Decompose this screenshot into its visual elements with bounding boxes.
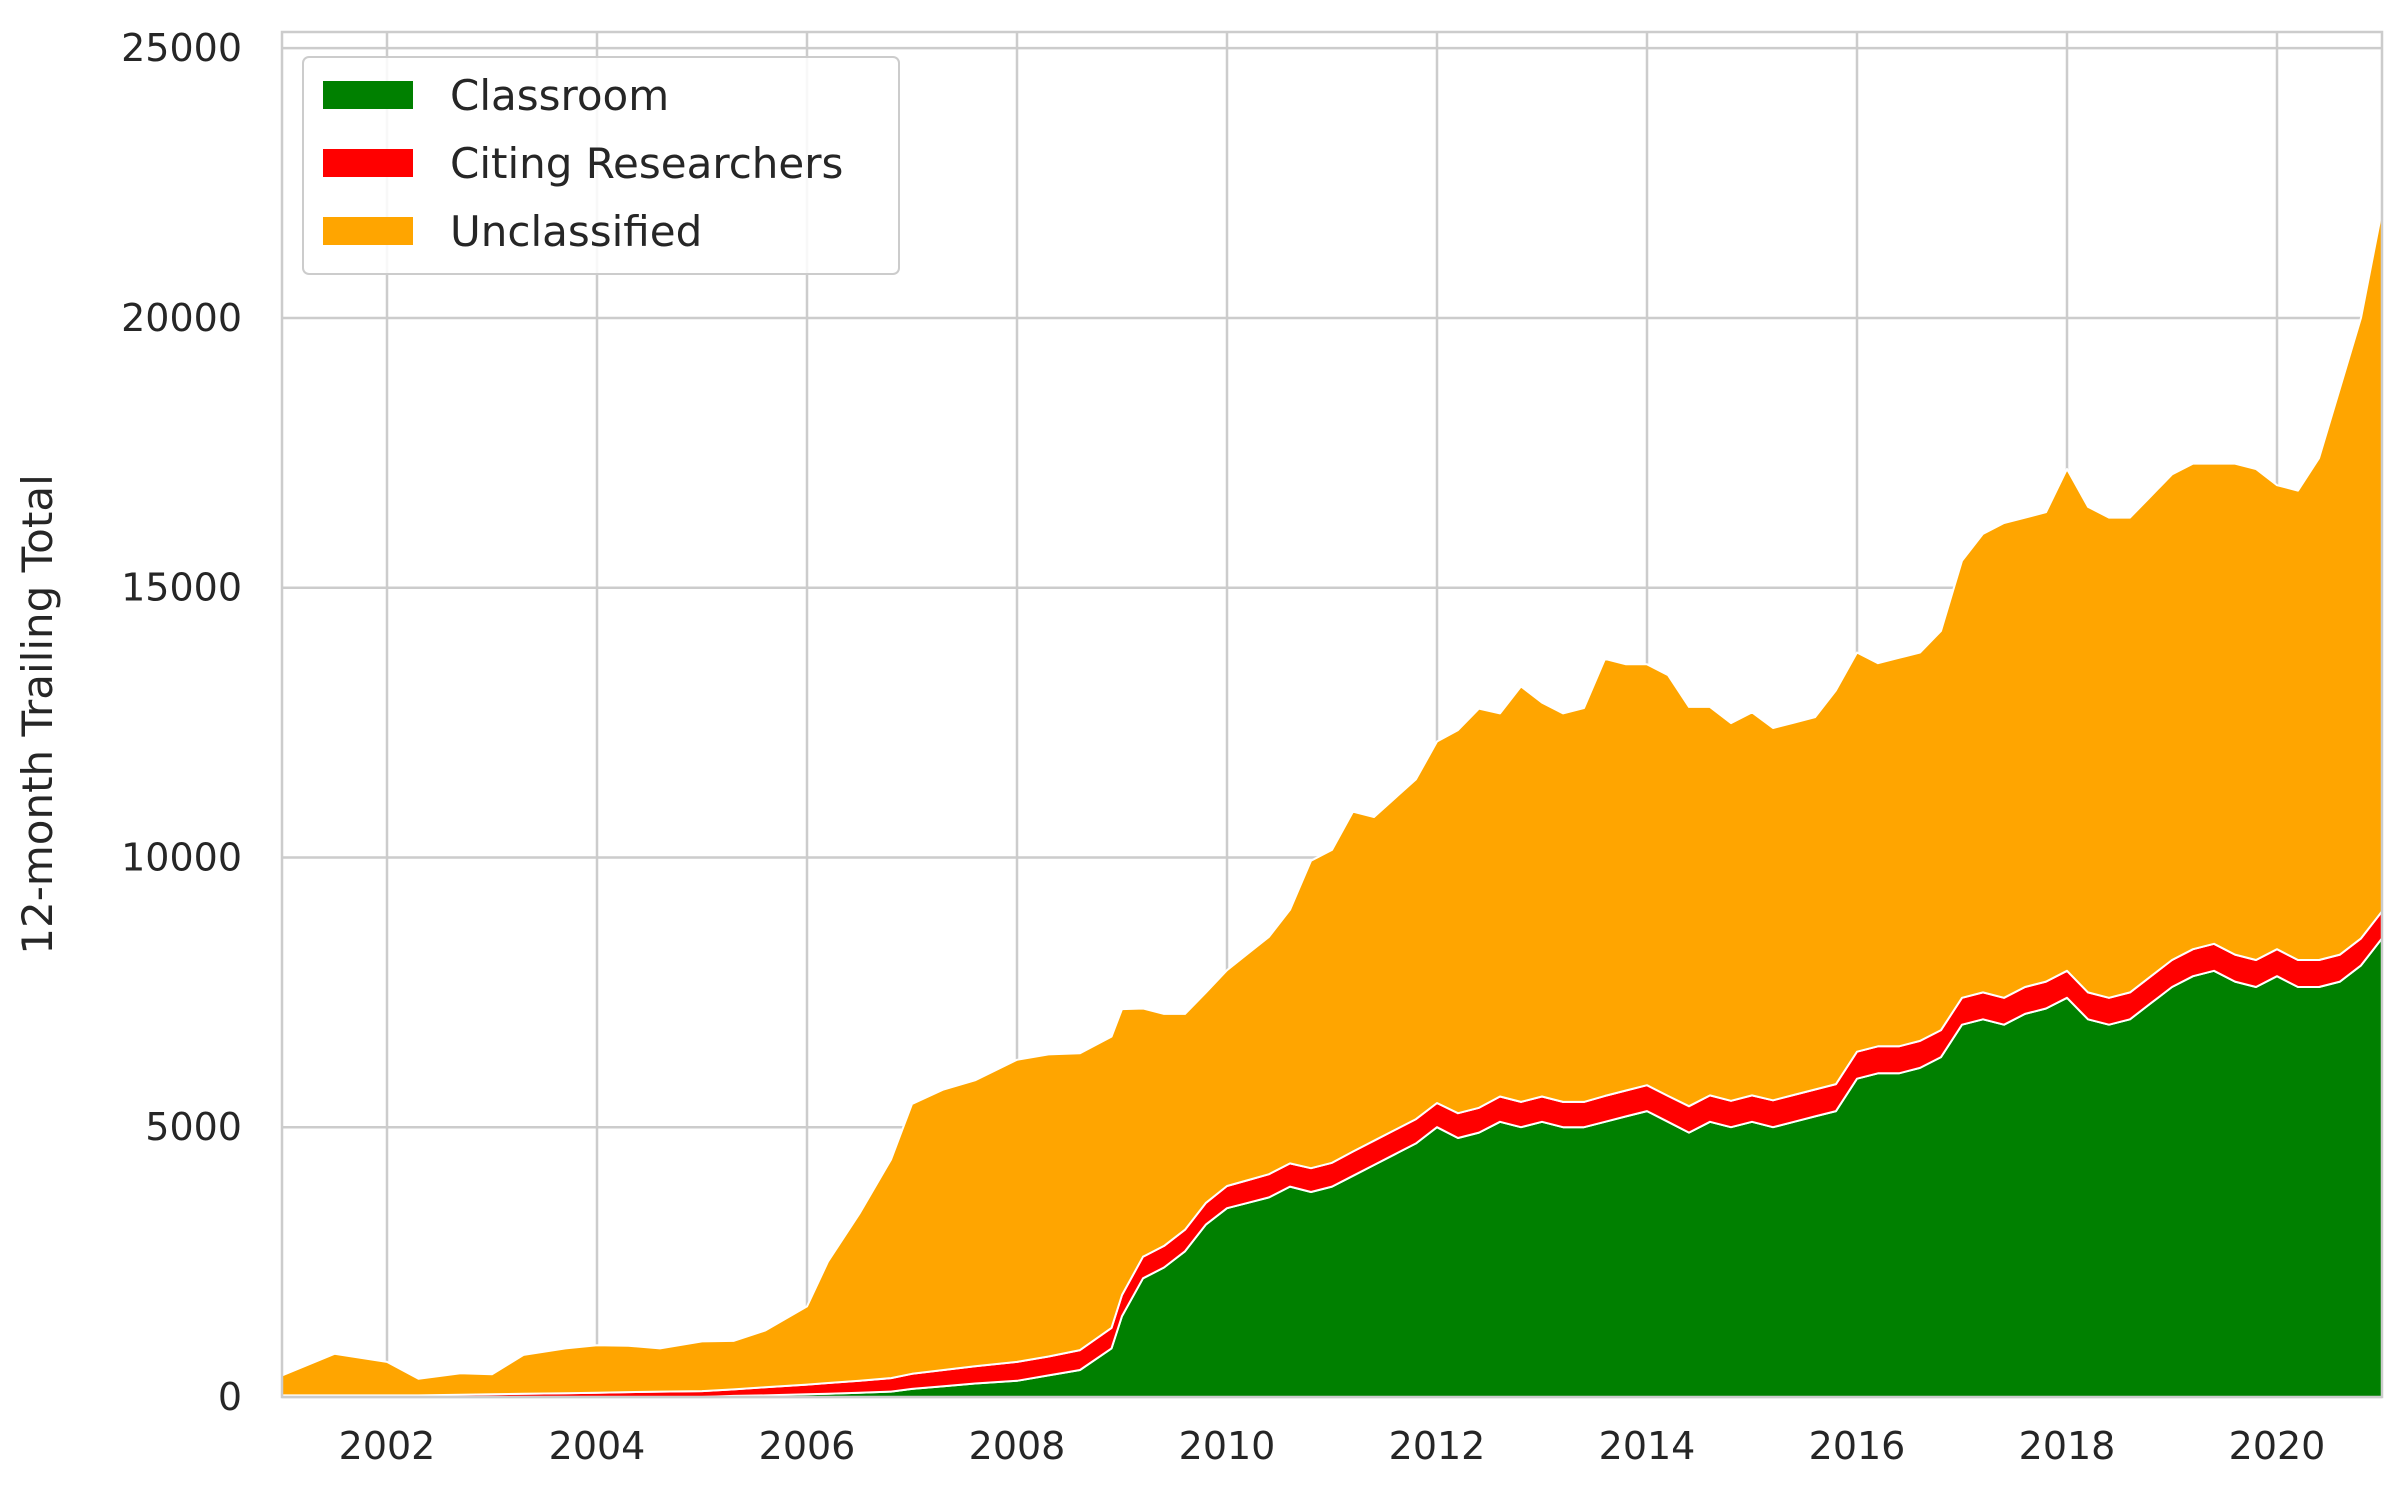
x-tick-label: 2020 (2229, 1424, 2326, 1468)
y-axis: 0 5000 10000 15000 20000 25000 (121, 26, 242, 1419)
legend-swatch (323, 149, 413, 177)
y-tick-label: 25000 (121, 26, 242, 70)
x-tick-label: 2010 (1179, 1424, 1276, 1468)
legend-label: Citing Researchers (450, 139, 843, 188)
x-tick-label: 2004 (549, 1424, 646, 1468)
y-tick-label: 0 (218, 1375, 242, 1419)
legend-label: Classroom (450, 71, 669, 120)
legend-box (302, 56, 900, 275)
x-tick-label: 2018 (2019, 1424, 2116, 1468)
x-tick-label: 2008 (969, 1424, 1066, 1468)
y-tick-label: 10000 (121, 835, 242, 879)
legend: Classroom Citing Researchers Unclassified (302, 56, 900, 275)
legend-label: Unclassified (450, 207, 702, 256)
legend-swatch (323, 81, 413, 109)
y-tick-label: 20000 (121, 296, 242, 340)
x-axis: 2002 2004 2006 2008 2010 2012 2014 2016 2018 2020 (339, 1424, 2326, 1468)
plot-frame (280, 30, 2384, 1399)
legend-swatch (323, 217, 413, 245)
y-tick-label: 15000 (121, 566, 242, 610)
x-tick-label: 2012 (1389, 1424, 1486, 1468)
x-tick-label: 2014 (1599, 1424, 1696, 1468)
x-tick-label: 2016 (1809, 1424, 1906, 1468)
y-axis-title: 12-month Trailing Total (13, 474, 62, 954)
y-tick-label: 5000 (145, 1105, 242, 1149)
x-tick-label: 2006 (759, 1424, 856, 1468)
x-tick-label: 2002 (339, 1424, 436, 1468)
